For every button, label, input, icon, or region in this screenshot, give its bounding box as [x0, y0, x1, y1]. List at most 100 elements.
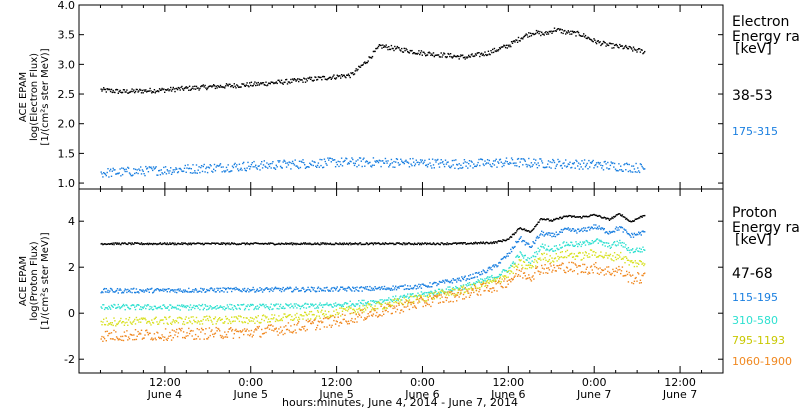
data-point [155, 316, 157, 318]
data-point [523, 35, 526, 37]
data-point [617, 269, 619, 271]
data-point [289, 82, 291, 84]
data-point [287, 322, 290, 324]
data-point [423, 51, 425, 54]
data-point [120, 289, 122, 291]
data-point [295, 303, 297, 305]
data-point [119, 243, 121, 246]
data-point [231, 242, 233, 244]
data-point [486, 277, 488, 279]
data-point [340, 307, 343, 309]
data-point [528, 266, 531, 269]
data-point [375, 302, 377, 305]
data-point [208, 315, 211, 318]
data-point [306, 303, 308, 305]
data-point [341, 304, 344, 306]
data-point [589, 38, 591, 40]
data-point [634, 218, 636, 220]
data-point [273, 244, 276, 246]
data-point [579, 241, 581, 243]
data-point [512, 233, 514, 235]
data-point [243, 83, 245, 85]
data-point [570, 167, 572, 169]
data-point [625, 44, 627, 47]
data-point [399, 163, 401, 166]
data-point [398, 287, 400, 289]
data-point [248, 165, 250, 167]
data-point [247, 85, 249, 87]
data-point [457, 279, 460, 281]
data-point [322, 75, 325, 78]
data-point [213, 242, 216, 244]
data-point [321, 79, 323, 81]
data-point [208, 85, 211, 87]
data-point [141, 318, 144, 320]
data-point [536, 31, 539, 34]
data-point [339, 161, 341, 163]
data-point [188, 242, 190, 244]
data-point [390, 305, 393, 307]
data-point [114, 320, 116, 322]
data-point [196, 242, 198, 244]
data-point [202, 309, 204, 311]
data-point [200, 243, 202, 245]
data-point [559, 267, 562, 270]
data-point [120, 317, 122, 320]
data-point [406, 243, 408, 246]
data-point [483, 54, 485, 57]
data-point [134, 308, 137, 311]
data-point [302, 304, 304, 307]
data-point [192, 85, 194, 88]
data-point [259, 83, 261, 85]
data-point [137, 242, 139, 244]
data-point [248, 319, 250, 321]
data-point [330, 78, 332, 80]
data-point [445, 163, 448, 165]
data-point [139, 308, 141, 310]
data-point [563, 215, 565, 217]
data-point [407, 51, 409, 53]
data-point [627, 259, 630, 261]
data-point [431, 243, 433, 246]
data-point [162, 304, 164, 306]
data-point [158, 337, 161, 340]
data-point [638, 247, 641, 250]
data-point [305, 319, 308, 322]
data-point [549, 220, 551, 222]
data-point [285, 325, 287, 327]
data-point [390, 158, 393, 161]
data-point [572, 256, 575, 258]
data-point [603, 228, 605, 230]
data-point [170, 304, 172, 306]
data-point [576, 31, 578, 33]
data-point [170, 322, 172, 324]
data-point [568, 255, 570, 257]
data-point [259, 169, 261, 171]
data-point [203, 316, 205, 318]
data-point [152, 338, 155, 340]
data-point [513, 233, 515, 236]
data-point [451, 159, 454, 162]
data-point [561, 262, 563, 264]
data-point [528, 243, 530, 245]
data-point [148, 291, 150, 293]
data-point [273, 314, 276, 316]
data-point [633, 280, 636, 282]
data-point [555, 253, 557, 255]
data-point [175, 243, 177, 246]
data-point [314, 76, 316, 78]
data-point [110, 304, 113, 307]
data-point [319, 302, 321, 304]
data-point [104, 243, 107, 245]
data-point [435, 295, 437, 297]
data-point [294, 288, 296, 291]
data-point [405, 47, 407, 50]
data-point [632, 171, 634, 173]
data-point [146, 322, 148, 324]
data-point [245, 317, 247, 319]
data-point [205, 328, 207, 330]
data-point [121, 91, 124, 94]
data-point [333, 286, 335, 289]
data-point [200, 243, 203, 245]
data-point [106, 243, 108, 245]
